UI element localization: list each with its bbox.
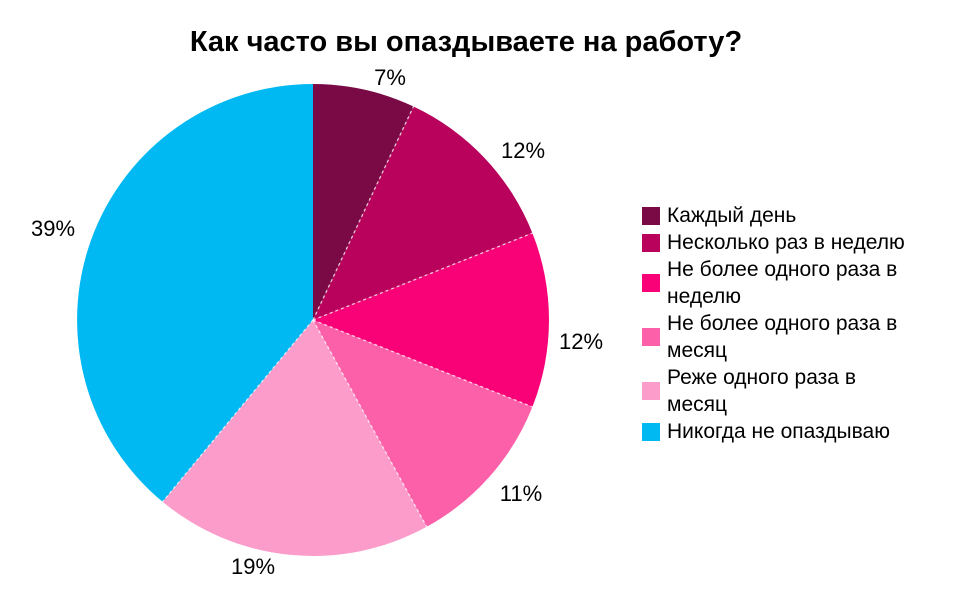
legend-item: Не более одного раза в месяц	[642, 310, 905, 364]
legend-swatch	[642, 274, 660, 292]
legend-swatch	[642, 328, 660, 346]
legend-label: Никогда не опаздываю	[667, 420, 890, 443]
legend-label: Реже одного раза в месяц	[667, 366, 856, 416]
legend-item: Никогда не опаздываю	[642, 418, 905, 445]
legend-label: Несколько раз в неделю	[667, 231, 905, 254]
legend-item: Несколько раз в неделю	[642, 229, 905, 256]
pie-percent-label: 11%	[499, 481, 543, 506]
legend-item: Реже одного раза в месяц	[642, 364, 905, 418]
pie-slice-2	[313, 106, 533, 320]
pie-slice-3	[313, 233, 549, 407]
pie-slice-5	[162, 320, 427, 556]
legend-item: Каждый день	[642, 202, 905, 229]
legend-label: Не более одного раза в неделю	[667, 258, 898, 308]
pie-slice-6	[77, 84, 314, 502]
legend-item: Не более одного раза в неделю	[642, 256, 905, 310]
pie-percent-label: 39%	[30, 216, 76, 241]
legend-label: Не более одного раза в месяц	[667, 312, 898, 362]
legend-swatch	[642, 233, 660, 252]
legend-swatch	[642, 382, 660, 400]
chart-title: Как часто вы опаздываете на работу?	[189, 26, 743, 58]
legend: Каждый день Несколько раз в неделю Не боле…	[642, 202, 905, 445]
pie-slice-1	[313, 84, 414, 320]
pie-percent-label: 19%	[230, 554, 276, 579]
pie-percent-label: 7%	[374, 65, 406, 90]
legend-swatch	[642, 206, 660, 225]
legend-swatch	[642, 422, 660, 441]
pie-percent-label: 12%	[558, 329, 604, 354]
legend-label: Каждый день	[667, 204, 797, 227]
pie-percent-label: 12%	[500, 138, 546, 163]
pie-slice-4	[313, 320, 533, 527]
